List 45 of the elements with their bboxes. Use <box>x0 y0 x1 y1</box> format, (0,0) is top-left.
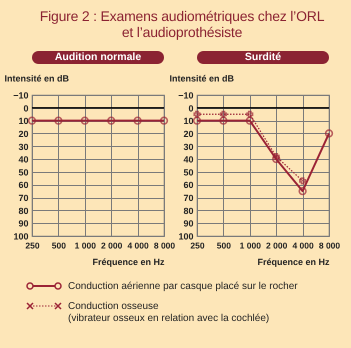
x-axis-title: Fréquence en Hz <box>92 257 165 267</box>
x-tick-label: 8 000 <box>318 240 340 250</box>
y-tick-label: 40 <box>183 154 194 165</box>
y-tick-label: 20 <box>18 128 28 139</box>
y-tick-label: 30 <box>18 142 28 152</box>
y-tick-label: 50 <box>183 167 194 178</box>
chart-subtitle: Surdité <box>197 51 329 64</box>
x-tick-label: 250 <box>25 240 40 250</box>
y-tick-label: 100 <box>13 232 28 242</box>
x-axis-title: Fréquence en Hz <box>257 257 330 267</box>
y-tick-label: 60 <box>18 180 28 190</box>
x-tick-label: 1 000 <box>240 240 262 250</box>
y-tick-label: 90 <box>18 218 28 229</box>
y-tick-label: 60 <box>183 180 194 190</box>
y-tick-label: 100 <box>178 232 194 242</box>
y-tick-label: 80 <box>183 206 194 216</box>
x-tick-label: 1 000 <box>74 240 96 250</box>
x-tick-label: 2 000 <box>266 240 288 250</box>
y-axis-title: Intensité en dB <box>4 74 70 84</box>
y-tick-label: 20 <box>183 128 194 139</box>
y-tick-label: 10 <box>18 116 28 126</box>
x-tick-label: 250 <box>190 240 205 250</box>
y-tick-label: −10 <box>178 90 194 100</box>
legend-label: Conduction osseuse (vibrateur osseux en relation avec la cochlée) <box>68 301 270 325</box>
y-tick-label: 80 <box>18 206 28 216</box>
legend-label: Conduction aérienne par casque placé sur le rocher <box>68 281 298 293</box>
y-tick-label: 30 <box>183 142 194 152</box>
x-tick-label: 500 <box>216 240 232 250</box>
chart-title: Figure 2 : Examens audiométriques chez l’ORL et l’audioprothésiste <box>38 8 326 40</box>
x-tick-label: 8 000 <box>154 240 176 250</box>
y-tick-label: 70 <box>183 193 194 204</box>
y-tick-label: 0 <box>23 103 28 114</box>
y-tick-label: 70 <box>18 193 28 204</box>
y-tick-label: −10 <box>13 90 28 100</box>
chart-subtitle: Audition normale <box>32 51 164 64</box>
x-tick-label: 4 000 <box>127 240 150 250</box>
y-tick-label: 50 <box>18 167 28 178</box>
y-axis-title: Intensité en dB <box>170 74 235 84</box>
x-tick-label: 4 000 <box>292 240 314 250</box>
x-tick-label: 2 000 <box>101 240 123 250</box>
y-tick-label: 0 <box>188 103 194 114</box>
y-tick-label: 40 <box>18 154 28 165</box>
y-tick-label: 10 <box>183 116 194 126</box>
x-tick-label: 500 <box>52 240 66 250</box>
y-tick-label: 90 <box>183 218 194 229</box>
